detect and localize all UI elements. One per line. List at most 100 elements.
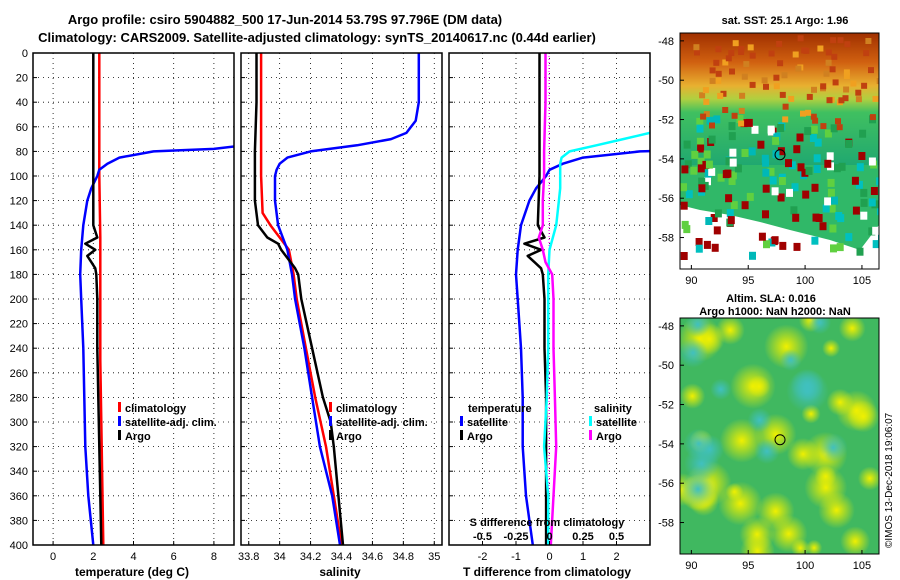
sst-cell bbox=[817, 45, 824, 52]
sst-cell bbox=[805, 109, 812, 116]
sst-cell bbox=[762, 158, 770, 167]
sla-low bbox=[685, 318, 711, 338]
sst-cell bbox=[741, 201, 749, 210]
sst-cell bbox=[708, 135, 716, 144]
temperature-panel: 0204060801001201401601802002202402602803… bbox=[10, 48, 235, 579]
sst-cell bbox=[724, 169, 732, 178]
lat-label: -58 bbox=[658, 518, 674, 530]
x-tick-label: 34.8 bbox=[393, 551, 414, 563]
sst-cell bbox=[704, 177, 711, 186]
sst-cell bbox=[697, 164, 705, 173]
sst-cell bbox=[831, 196, 838, 205]
sst-cell bbox=[749, 251, 756, 260]
sst-cell bbox=[709, 122, 715, 129]
sst-cell bbox=[782, 103, 789, 110]
sst-cell bbox=[850, 80, 857, 87]
sst-cell bbox=[762, 168, 770, 177]
x-tick-label: 34.4 bbox=[331, 551, 352, 563]
sst-cell bbox=[739, 92, 746, 99]
sst-cell bbox=[734, 164, 742, 173]
sst-cell bbox=[860, 211, 868, 220]
sst-cell bbox=[836, 124, 843, 131]
series-s-argo bbox=[537, 53, 558, 545]
temperature-tick-labels: 0 2 4 6 8 bbox=[50, 551, 217, 563]
x-tick-label: 2 bbox=[90, 551, 96, 563]
sst-cell bbox=[703, 240, 711, 249]
sst-map-frame bbox=[679, 32, 880, 270]
sst-cell bbox=[793, 242, 801, 251]
x2-tick-label: 0.25 bbox=[572, 531, 593, 543]
title-line-1: Argo profile: csiro 5904882_500 17-Jun-2… bbox=[68, 12, 502, 27]
legend-swatch-argo bbox=[118, 430, 121, 440]
sst-cell bbox=[714, 209, 722, 218]
sst-cell bbox=[690, 246, 697, 255]
sst-cell bbox=[741, 73, 748, 80]
series-s-satellite bbox=[542, 131, 650, 545]
sst-cell bbox=[680, 252, 688, 260]
series-t-argo bbox=[523, 53, 548, 545]
sst-cell bbox=[727, 216, 735, 225]
sst-cell bbox=[878, 117, 879, 125]
sst-cell bbox=[812, 117, 819, 124]
sla-low bbox=[818, 433, 848, 462]
sst-cell bbox=[717, 173, 725, 182]
x-tick-label: 33.8 bbox=[238, 551, 259, 563]
depth-tick-label: 300 bbox=[10, 417, 28, 429]
sst-cell bbox=[713, 226, 721, 235]
sst-cell bbox=[812, 213, 820, 222]
sst-cell bbox=[856, 247, 864, 256]
sst-cell bbox=[791, 183, 799, 192]
series-satellite-adj-clim- bbox=[78, 145, 234, 545]
depth-tick-label: 80 bbox=[16, 146, 28, 158]
lon-label: 95 bbox=[742, 275, 754, 287]
sst-cell bbox=[872, 240, 879, 249]
sst-cell bbox=[685, 190, 693, 199]
sst-cell bbox=[852, 206, 860, 215]
sst-cell bbox=[762, 184, 770, 193]
sst-cell bbox=[830, 37, 837, 44]
sst-cell bbox=[763, 83, 769, 90]
sst-cell bbox=[831, 53, 838, 60]
depth-tick-label: 220 bbox=[10, 319, 28, 331]
sst-cell bbox=[738, 120, 745, 127]
sst-cell bbox=[793, 145, 801, 154]
sst-cell bbox=[796, 133, 804, 142]
sst-cell bbox=[772, 150, 780, 159]
sst-cell bbox=[865, 38, 872, 44]
sst-cell bbox=[792, 213, 800, 222]
sst-cell bbox=[743, 61, 750, 68]
sst-cell bbox=[785, 159, 792, 168]
sst-cell bbox=[729, 171, 737, 180]
sst-cell bbox=[728, 50, 735, 56]
title-line-2: Climatology: CARS2009. Satellite-adjuste… bbox=[38, 30, 596, 45]
sst-cell bbox=[832, 79, 839, 86]
legend-satellite: satellite-adj. clim. bbox=[125, 417, 217, 429]
sst-cell bbox=[856, 163, 864, 172]
legend-swatch-s-satellite bbox=[589, 416, 592, 426]
sla-low bbox=[747, 408, 772, 433]
sla-low bbox=[779, 349, 802, 371]
sst-cell bbox=[771, 187, 779, 196]
legend-argo: Argo bbox=[125, 431, 151, 443]
sst-cell bbox=[715, 46, 722, 53]
sst-cell bbox=[859, 129, 867, 138]
sst-cell bbox=[728, 177, 736, 185]
legend-t-satellite: satellite bbox=[467, 417, 508, 429]
sst-cell bbox=[757, 140, 765, 149]
sst-cell bbox=[860, 188, 868, 197]
sst-cell bbox=[828, 204, 836, 213]
sst-cell bbox=[845, 140, 853, 148]
lon-label: 105 bbox=[853, 560, 871, 572]
sst-cell bbox=[869, 114, 876, 121]
sst-cell bbox=[681, 220, 689, 229]
sst-cell bbox=[861, 82, 868, 89]
sst-cell bbox=[768, 50, 775, 57]
sst-cell bbox=[763, 240, 770, 249]
sla-blobs bbox=[680, 318, 879, 554]
lon-label: 100 bbox=[796, 560, 814, 572]
sst-cell bbox=[698, 184, 706, 193]
sst-cell bbox=[819, 222, 827, 231]
s-difference-label: S difference from climatology bbox=[470, 517, 626, 529]
difference-lines bbox=[514, 53, 650, 545]
